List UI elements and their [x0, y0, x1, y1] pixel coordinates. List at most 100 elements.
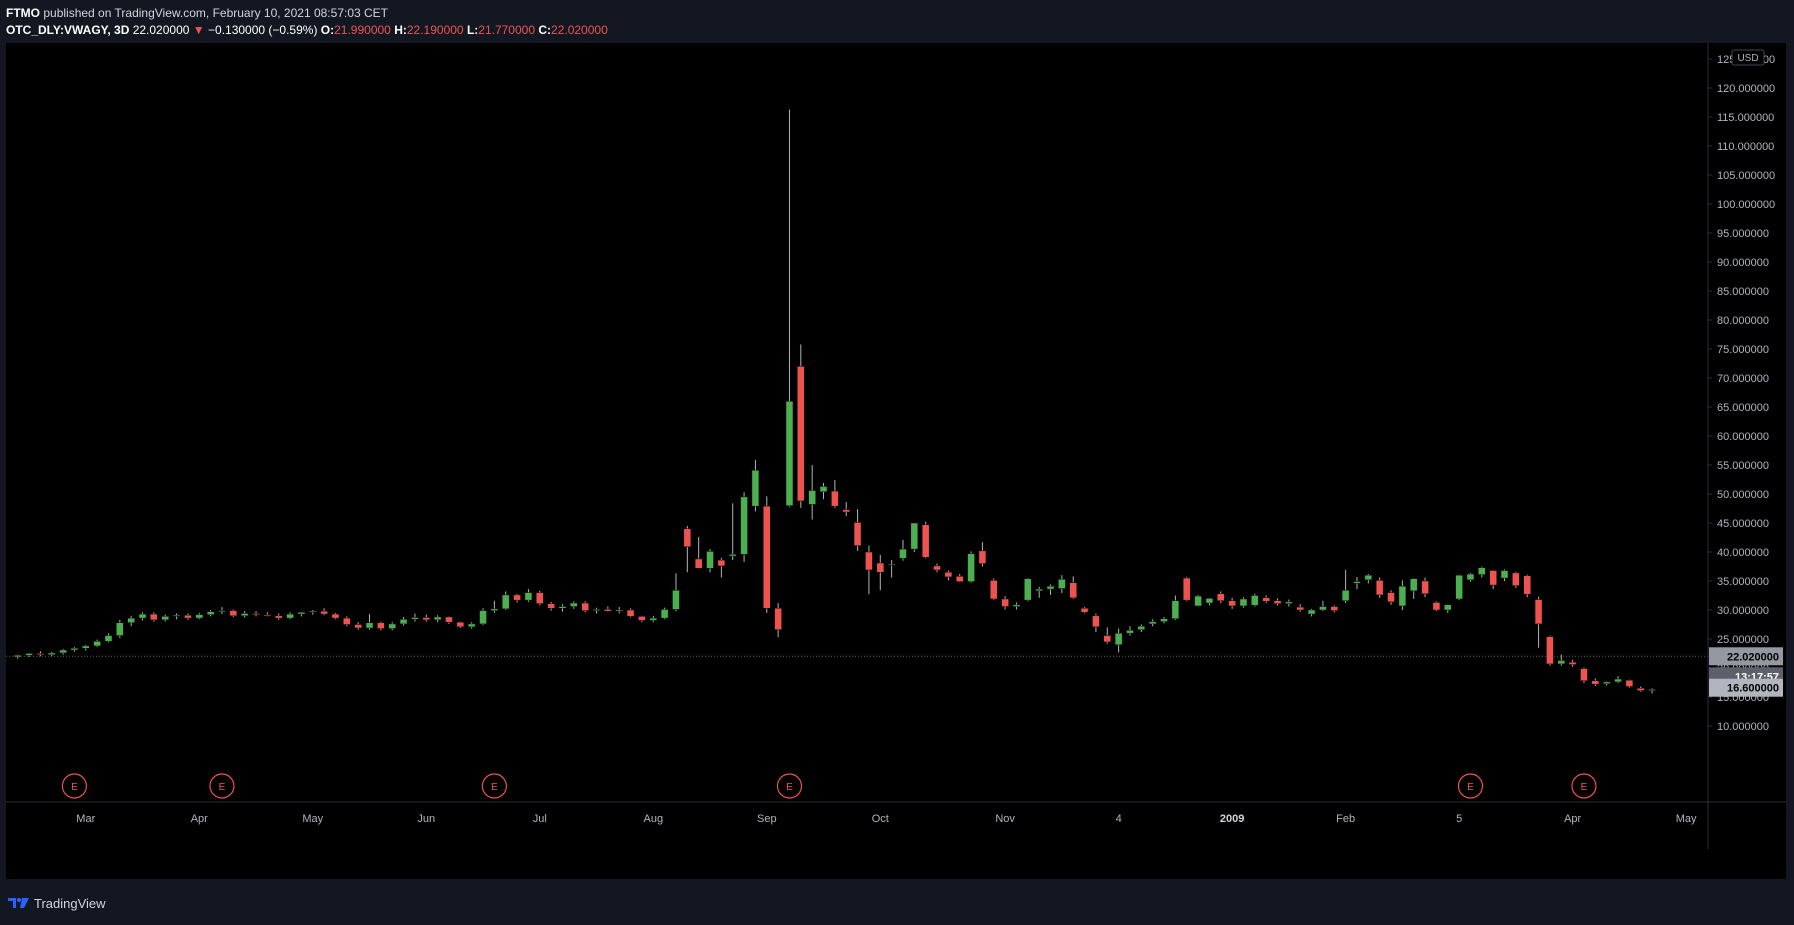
published-text: published on TradingView.com, February 1… [43, 6, 389, 20]
earnings-marker[interactable]: E [1571, 773, 1597, 799]
candle-body [513, 594, 521, 601]
candle-body [853, 522, 862, 546]
y-tick-label: 75.000000 [1717, 344, 1769, 356]
publisher-name[interactable]: FTMO [6, 6, 40, 20]
candles-layer [13, 109, 1656, 694]
candle [422, 614, 431, 622]
y-tick-label: 110.000000 [1717, 141, 1774, 153]
candle [887, 560, 896, 578]
candle-body [1182, 577, 1191, 601]
candle [1602, 681, 1611, 686]
tradingview-logo-icon[interactable] [8, 896, 30, 910]
candle [25, 652, 33, 657]
time-axis[interactable]: Mar Apr May Jun Jul Aug Sep Oct Nov 4 2009 Feb 5 Apr M… [76, 813, 1786, 825]
candle [1478, 566, 1486, 578]
candle [944, 570, 953, 581]
x-tick-label: 5 [1456, 813, 1462, 825]
earnings-marker[interactable]: E [1457, 773, 1484, 799]
candle [116, 619, 124, 638]
chart-pane[interactable]: EEEEEEE 10.00000015.00000020.00000025.00… [6, 43, 1786, 879]
price-badges: 22.020000 13:17:57 16.600000 [1709, 647, 1783, 697]
candle-body [467, 623, 476, 628]
candle-body [399, 619, 408, 625]
candle [467, 622, 476, 629]
candle [1523, 574, 1531, 598]
candle [104, 633, 113, 643]
candle-body [1239, 598, 1248, 607]
tradingview-brand[interactable]: TradingView [34, 896, 106, 911]
candle [1307, 608, 1316, 617]
candle-body [1296, 606, 1304, 611]
candle [649, 615, 658, 623]
candle [558, 604, 567, 612]
x-tick-label: Apr [1564, 813, 1581, 825]
earnings-circle [481, 773, 507, 799]
candle-body [763, 505, 771, 609]
candle-body [1625, 679, 1634, 687]
earnings-marker[interactable]: E [481, 773, 507, 799]
candle-body [808, 490, 816, 505]
candlestick-chart[interactable]: EEEEEEE 10.00000015.00000020.00000025.00… [6, 43, 1786, 879]
candle-body [388, 623, 396, 629]
candle-body [1069, 582, 1077, 599]
candle [592, 607, 601, 614]
earnings-layer: EEEEEEE [61, 773, 1597, 799]
candle [297, 611, 306, 617]
candle-body [36, 653, 45, 655]
candle [1273, 598, 1282, 606]
candle-body [1648, 689, 1656, 691]
candle [1205, 597, 1214, 606]
candle-body [286, 613, 294, 619]
earnings-label: E [219, 782, 226, 793]
candle [1580, 667, 1588, 684]
candle [1568, 659, 1577, 667]
candle-body [59, 649, 67, 654]
candle-body [70, 648, 79, 651]
candle-body [1251, 595, 1259, 606]
y-tick-label: 120.000000 [1717, 83, 1775, 95]
candle [445, 616, 453, 624]
candle-body [490, 608, 499, 611]
candle [797, 344, 805, 508]
candle [1364, 574, 1373, 584]
candle-body [592, 609, 601, 611]
candle-body [343, 617, 351, 625]
candle [1614, 676, 1622, 684]
candle-body [411, 617, 419, 620]
candle [501, 591, 510, 610]
candle-body [819, 486, 828, 492]
candle [978, 542, 987, 567]
candle [1080, 607, 1089, 614]
candle-body [706, 551, 714, 569]
y-tick-label: 10.000000 [1717, 721, 1769, 733]
candle-body [1194, 595, 1202, 607]
symbol-name[interactable]: OTC_DLY:VWAGY, 3D [6, 23, 130, 37]
candle-body [842, 509, 850, 513]
candle-body [1489, 570, 1497, 586]
candle [1546, 635, 1554, 666]
earnings-marker[interactable]: E [776, 773, 803, 799]
candle [127, 615, 135, 627]
candle-body [1375, 580, 1384, 596]
candle [456, 621, 465, 628]
candle-body [728, 554, 737, 557]
candle-body [297, 612, 306, 615]
candle [172, 613, 181, 620]
candle [252, 611, 260, 617]
earnings-marker[interactable]: E [61, 773, 88, 799]
candle [536, 590, 544, 606]
earnings-marker[interactable]: E [209, 773, 235, 799]
candle [1636, 686, 1645, 692]
candle [842, 502, 850, 517]
candle-body [1103, 635, 1112, 643]
candle-body [921, 524, 930, 558]
price-axis[interactable]: 10.00000015.00000020.00000025.00000030.0… [1708, 54, 1775, 733]
candle [320, 608, 328, 616]
candle-body [116, 622, 124, 636]
candle [933, 563, 941, 573]
candle [1432, 601, 1441, 612]
candle [1251, 593, 1259, 607]
x-tick-label: Feb [1336, 813, 1355, 825]
candle [1398, 580, 1407, 610]
currency-label[interactable]: USD [1731, 49, 1765, 66]
